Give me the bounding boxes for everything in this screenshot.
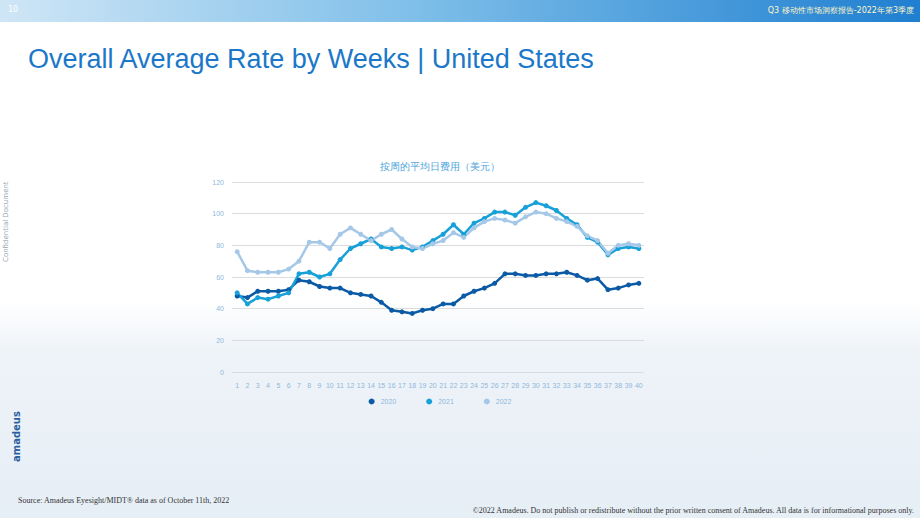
svg-text:28: 28 (511, 382, 519, 389)
svg-text:9: 9 (318, 382, 322, 389)
svg-text:33: 33 (563, 382, 571, 389)
svg-text:24: 24 (470, 382, 478, 389)
svg-text:按周的平均日费用（美元）: 按周的平均日费用（美元） (380, 161, 500, 172)
svg-text:15: 15 (377, 382, 385, 389)
svg-text:60: 60 (216, 274, 224, 281)
svg-text:19: 19 (419, 382, 427, 389)
svg-text:22: 22 (450, 382, 458, 389)
svg-text:36: 36 (594, 382, 602, 389)
svg-text:31: 31 (542, 382, 550, 389)
svg-text:34: 34 (573, 382, 581, 389)
svg-text:2022: 2022 (496, 398, 512, 405)
svg-text:80: 80 (216, 242, 224, 249)
html-text:Overall Average Rate by Weeks: Overall Average Rate by Weeks | United S… (28, 44, 594, 74)
svg-text:27: 27 (501, 382, 509, 389)
svg-text:40: 40 (635, 382, 643, 389)
html-text:Q3 移动性市场洞察报告-2022年第3季度: Q3 移动性市场洞察报告-2022年第3季度 (767, 6, 914, 15)
svg-text:2021: 2021 (438, 398, 454, 405)
svg-text:21: 21 (439, 382, 447, 389)
svg-text:30: 30 (532, 382, 540, 389)
svg-text:8: 8 (307, 382, 311, 389)
svg-text:11: 11 (337, 382, 344, 389)
svg-text:13: 13 (357, 382, 365, 389)
svg-text:2: 2 (245, 382, 249, 389)
svg-text:25: 25 (480, 382, 488, 389)
svg-text:3: 3 (256, 382, 260, 389)
svg-text:1: 1 (235, 382, 239, 389)
svg-text:120: 120 (212, 179, 224, 186)
svg-text:37: 37 (604, 382, 612, 389)
svg-text:38: 38 (614, 382, 622, 389)
html-text:10: 10 (8, 5, 19, 14)
svg-text:17: 17 (398, 382, 406, 389)
svg-text:12: 12 (347, 382, 355, 389)
svg-text:29: 29 (522, 382, 530, 389)
svg-text:40: 40 (216, 305, 224, 312)
svg-text:100: 100 (212, 210, 224, 217)
svg-text:32: 32 (553, 382, 561, 389)
svg-text:14: 14 (367, 382, 375, 389)
svg-text:39: 39 (625, 382, 633, 389)
html-text:©2022 Amadeus. Do not publish: ©2022 Amadeus. Do not publish or redistr… (472, 506, 914, 515)
svg-text:4: 4 (266, 382, 270, 389)
svg-text:20: 20 (216, 337, 224, 344)
html-text:Confidential Document: Confidential Document (2, 181, 10, 262)
svg-text:0: 0 (220, 369, 224, 376)
svg-text:26: 26 (491, 382, 499, 389)
html-text:amadeus: amadeus (11, 411, 22, 462)
svg-text:6: 6 (287, 382, 291, 389)
svg-text:10: 10 (326, 382, 334, 389)
svg-text:35: 35 (583, 382, 591, 389)
svg-text:5: 5 (276, 382, 280, 389)
html-text:Source: Amadeus Eyesight/MIDT®: Source: Amadeus Eyesight/MIDT® data as o… (18, 496, 230, 505)
svg-text:18: 18 (408, 382, 416, 389)
svg-text:23: 23 (460, 382, 468, 389)
svg-text:7: 7 (297, 382, 301, 389)
svg-text:16: 16 (388, 382, 396, 389)
svg-text:2020: 2020 (381, 398, 397, 405)
svg-text:20: 20 (429, 382, 437, 389)
